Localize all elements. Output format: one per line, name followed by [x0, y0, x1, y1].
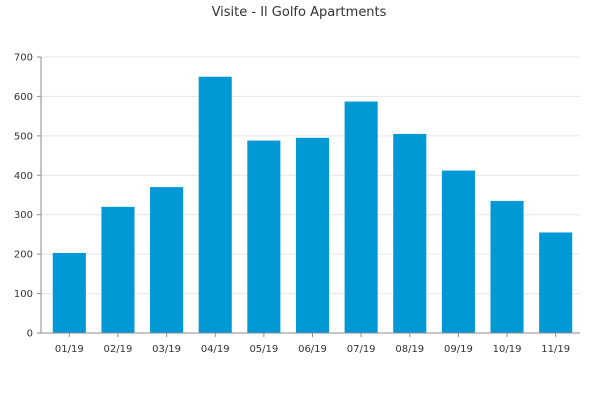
bar-04-19: [198, 76, 232, 333]
y-tick-label: 500: [14, 131, 33, 142]
x-tick-label: 05/19: [249, 344, 278, 355]
bar-08-19: [393, 133, 427, 333]
y-tick-label: 300: [14, 210, 33, 221]
y-tick-label: 100: [14, 289, 33, 300]
bar-01-19: [52, 252, 86, 333]
y-tick-label: 700: [14, 53, 33, 64]
x-tick-label: 02/19: [104, 344, 133, 355]
x-tick-label: 08/19: [395, 344, 424, 355]
x-tick-label: 03/19: [152, 344, 181, 355]
y-axis-ticks: 0 100 200 300 400 500 600 700: [14, 53, 41, 340]
bar-03-19: [150, 187, 184, 333]
y-tick-label: 0: [27, 329, 33, 340]
bar-10-19: [490, 200, 524, 333]
bar-06-19: [295, 137, 330, 333]
bar-02-19: [101, 206, 135, 333]
x-tick-label: 09/19: [444, 344, 473, 355]
chart-title: Visite - Il Golfo Apartments: [212, 5, 387, 20]
y-tick-label: 600: [14, 92, 33, 103]
x-tick-label: 10/19: [493, 344, 522, 355]
x-axis-ticks: 01/19 02/19 03/19 04/19 05/19 06/19 07/19 08/19…: [55, 333, 570, 355]
y-tick-label: 200: [14, 250, 33, 261]
x-tick-label: 11/19: [541, 344, 570, 355]
x-tick-label: 04/19: [201, 344, 230, 355]
bar-05-19: [247, 140, 281, 333]
y-tick-label: 400: [14, 171, 33, 182]
x-tick-label: 01/19: [55, 344, 84, 355]
bar-07-19: [344, 101, 378, 333]
x-tick-label: 07/19: [347, 344, 376, 355]
bar-11-19: [539, 232, 573, 333]
bars: [52, 76, 573, 333]
x-tick-label: 06/19: [298, 344, 327, 355]
bar-09-19: [441, 170, 475, 333]
